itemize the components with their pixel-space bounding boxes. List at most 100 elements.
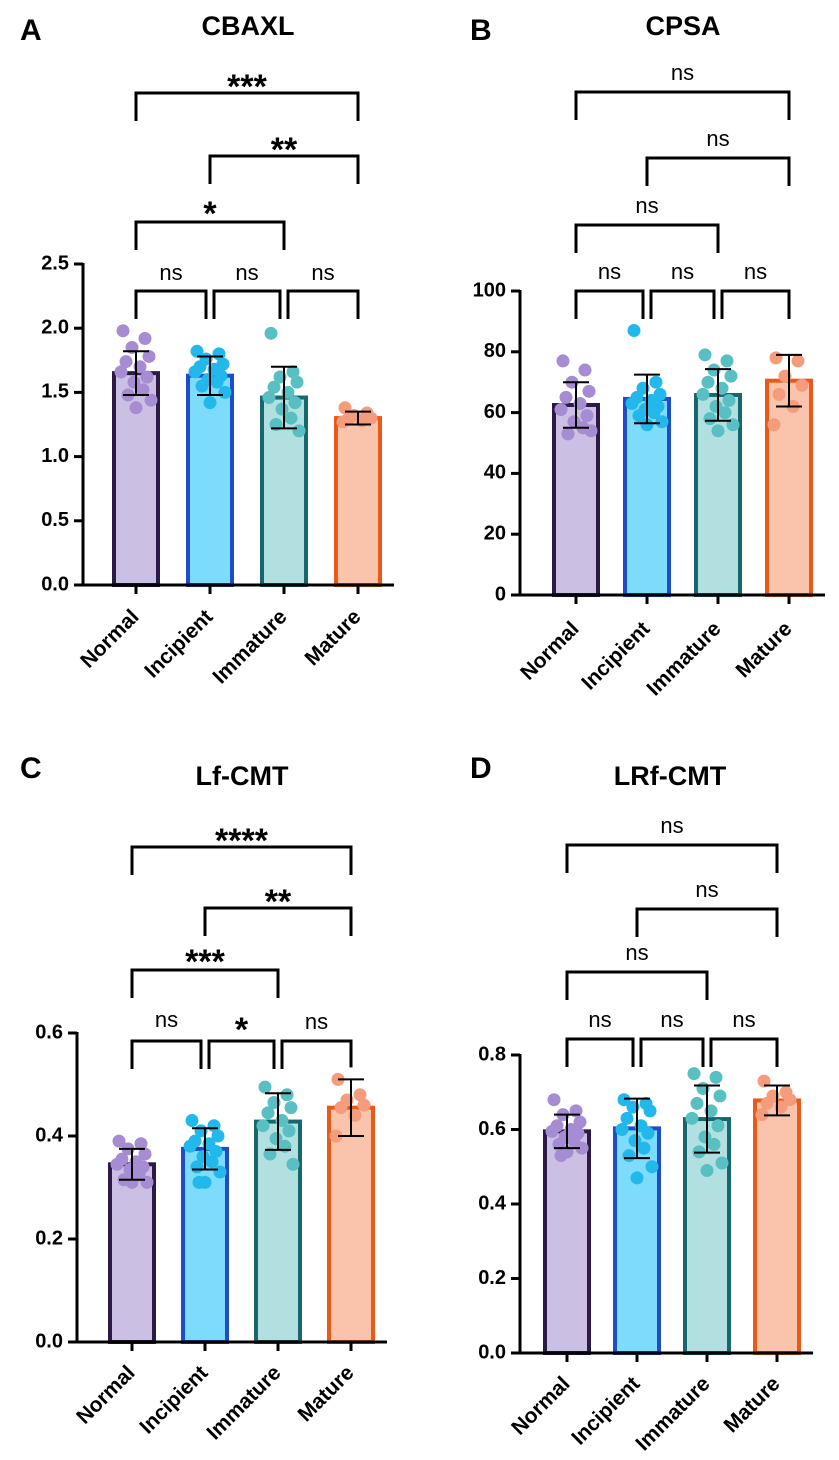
data-point-normal — [116, 324, 130, 338]
significance-bracket-line — [565, 970, 709, 1000]
data-point-mature — [336, 415, 350, 429]
significance-bracket-line — [574, 223, 720, 253]
data-point-mature — [772, 387, 786, 401]
data-point-incipient — [188, 365, 202, 379]
x-tick-label-immature: Immature — [208, 605, 291, 688]
data-point-mature — [357, 1098, 371, 1112]
data-point-normal — [129, 401, 143, 415]
chart-title: CPSA — [645, 11, 720, 41]
data-point-normal — [559, 390, 573, 404]
significance-label: ns — [744, 259, 767, 284]
error-bar-immature — [694, 1084, 720, 1154]
data-point-mature — [755, 1108, 769, 1122]
data-point-normal — [136, 383, 150, 397]
data-point-normal — [547, 1093, 561, 1107]
error-bar-incipient — [624, 1097, 650, 1160]
y-tick-label: 0.6 — [478, 1118, 506, 1140]
data-point-normal — [140, 1175, 154, 1189]
error-bar-incipient — [634, 373, 660, 425]
x-tick-label-normal: Normal — [72, 1361, 139, 1428]
chart-panel-a: A CBAXL 0.0 0.5 1.0 1.5 2.0 2.5 NormalIncipientI… — [20, 11, 394, 688]
data-point-immature — [722, 393, 736, 407]
significance-bracket-line — [208, 154, 360, 184]
significance-bracket — [130, 1039, 203, 1069]
data-point-mature — [767, 418, 781, 432]
significance-bracket-line — [134, 91, 360, 121]
significance-label: ns — [598, 259, 621, 284]
y-tick-label: 60 — [484, 401, 506, 423]
data-point-immature — [262, 391, 276, 405]
significance-bracket — [649, 289, 716, 319]
significance-label: ns — [671, 60, 694, 85]
significance-bracket — [645, 156, 791, 186]
y-tick-label: 1.0 — [41, 445, 69, 467]
data-point-immature — [264, 326, 278, 340]
significance-bracket — [208, 154, 360, 184]
significance-bracket — [130, 845, 353, 875]
data-point-normal — [545, 1124, 559, 1138]
y-tick-label: 0 — [495, 583, 506, 605]
significance-bracket — [574, 90, 791, 120]
bar-normal — [543, 1129, 591, 1356]
data-point-immature — [288, 396, 302, 410]
data-point-immature — [698, 1130, 712, 1144]
significance-bracket-line — [720, 289, 791, 319]
x-tick-label-normal: Normal — [76, 605, 143, 672]
data-point-normal — [119, 355, 133, 369]
significance-label: **** — [215, 822, 269, 860]
significance-bracket — [134, 220, 286, 250]
significance-bracket — [574, 289, 645, 319]
significance-bracket — [635, 907, 779, 937]
data-point-immature — [724, 369, 738, 383]
data-point-incipient — [617, 1093, 631, 1107]
data-point-normal — [554, 1149, 568, 1163]
data-point-immature — [275, 402, 289, 416]
y-tick-label: 0.2 — [478, 1267, 506, 1289]
data-point-incipient — [625, 396, 639, 410]
x-tick-label-incipient: Incipient — [135, 1361, 212, 1438]
significance-bracket — [207, 1039, 276, 1069]
significance-label: ns — [706, 126, 729, 151]
chart-title: LRf-CMT — [614, 761, 727, 791]
data-point-normal — [138, 1147, 152, 1161]
significance-label: *** — [185, 943, 225, 981]
data-point-immature — [701, 375, 715, 389]
data-point-incipient — [645, 1160, 659, 1174]
data-point-incipient — [649, 375, 663, 389]
data-point-mature — [334, 1101, 348, 1115]
significance-bracket-line — [574, 90, 791, 120]
data-point-normal — [580, 409, 594, 423]
significance-bracket-line — [635, 907, 779, 937]
error-bar-incipient — [197, 355, 223, 396]
significance-bracket — [134, 289, 208, 319]
x-tick-label-normal: Normal — [516, 617, 583, 684]
chart-title: Lf-CMT — [196, 761, 289, 791]
data-point-immature — [261, 1106, 275, 1120]
data-point-normal — [110, 1157, 124, 1171]
bar-normal — [108, 1162, 156, 1344]
significance-label: ns — [732, 1007, 755, 1032]
data-point-immature — [703, 412, 717, 426]
error-bar-mature — [345, 410, 371, 426]
data-point-incipient — [203, 396, 217, 410]
significance-bracket-line — [207, 1039, 276, 1069]
significance-label: ns — [660, 1007, 683, 1032]
data-point-immature — [267, 380, 281, 394]
error-bar-normal — [119, 1147, 145, 1181]
significance-bracket-line — [130, 845, 353, 875]
error-bar-immature — [705, 368, 731, 422]
significance-bracket — [565, 843, 779, 873]
significance-label: ns — [635, 193, 658, 218]
data-point-mature — [783, 1093, 797, 1107]
data-point-mature — [760, 1096, 774, 1110]
data-point-immature — [685, 1111, 699, 1125]
error-bar-mature — [776, 353, 802, 408]
data-point-incipient — [641, 1126, 655, 1140]
data-point-immature — [282, 1124, 296, 1138]
data-point-incipient — [183, 1139, 197, 1153]
data-point-incipient — [647, 406, 661, 420]
x-tick-label-incipient: Incipient — [140, 605, 217, 682]
data-point-normal — [112, 1134, 126, 1148]
y-tick-label: 20 — [484, 522, 506, 544]
significance-label: * — [203, 195, 217, 233]
